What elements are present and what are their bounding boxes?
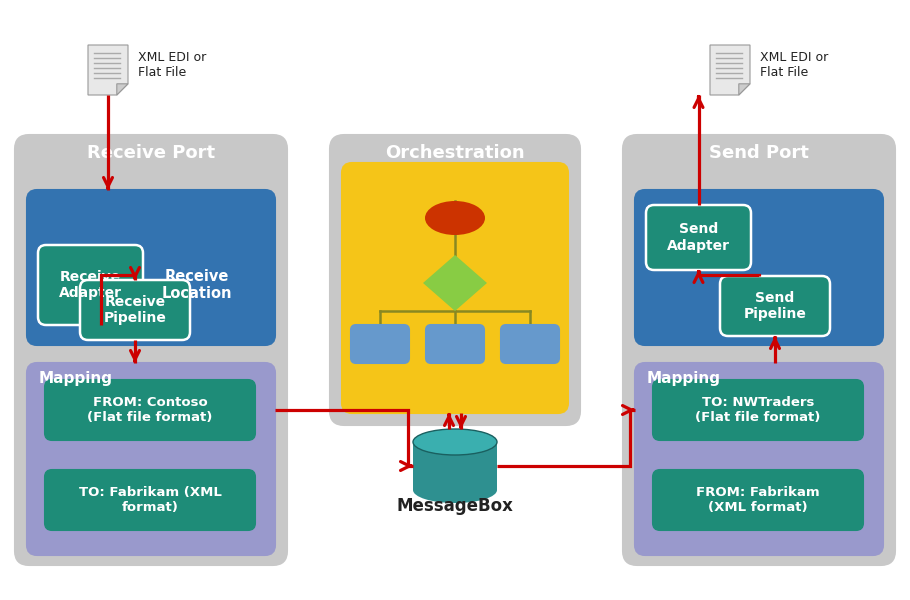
FancyBboxPatch shape [80,280,190,340]
Ellipse shape [413,477,497,503]
Polygon shape [423,255,487,311]
FancyBboxPatch shape [45,380,255,440]
Text: Receive
Location: Receive Location [162,269,232,301]
Polygon shape [413,442,497,490]
Polygon shape [116,84,128,95]
FancyBboxPatch shape [342,163,568,413]
Text: Receive
Adapter: Receive Adapter [59,270,122,300]
FancyBboxPatch shape [635,190,883,345]
Text: Mapping: Mapping [39,371,113,386]
Polygon shape [710,45,750,95]
Text: Receive Port: Receive Port [87,144,215,162]
FancyBboxPatch shape [623,135,895,565]
FancyBboxPatch shape [15,135,287,565]
Text: FROM: Contoso
(Flat file format): FROM: Contoso (Flat file format) [87,396,213,424]
Text: Orchestration: Orchestration [385,144,525,162]
FancyBboxPatch shape [720,276,830,336]
Ellipse shape [425,201,485,235]
FancyBboxPatch shape [330,135,580,425]
Text: MessageBox: MessageBox [397,497,513,515]
Text: Receive
Pipeline: Receive Pipeline [104,295,167,325]
FancyBboxPatch shape [501,325,559,363]
Text: TO: NWTraders
(Flat file format): TO: NWTraders (Flat file format) [695,396,821,424]
FancyBboxPatch shape [653,380,863,440]
Text: TO: Fabrikam (XML
format): TO: Fabrikam (XML format) [78,486,221,514]
Text: XML EDI or
Flat File: XML EDI or Flat File [138,51,207,79]
Polygon shape [88,45,128,95]
Polygon shape [739,84,750,95]
FancyBboxPatch shape [38,245,143,325]
FancyBboxPatch shape [635,363,883,555]
FancyBboxPatch shape [27,363,275,555]
FancyBboxPatch shape [351,325,409,363]
Text: FROM: Fabrikam
(XML format): FROM: Fabrikam (XML format) [696,486,820,514]
Ellipse shape [413,429,497,455]
Text: Mapping: Mapping [647,371,721,386]
Text: Send
Adapter: Send Adapter [667,223,730,253]
FancyBboxPatch shape [426,325,484,363]
FancyBboxPatch shape [45,470,255,530]
FancyBboxPatch shape [653,470,863,530]
Text: XML EDI or
Flat File: XML EDI or Flat File [760,51,828,79]
FancyBboxPatch shape [27,190,275,345]
Text: Send Port: Send Port [709,144,809,162]
Text: Send
Pipeline: Send Pipeline [743,291,806,321]
FancyBboxPatch shape [646,205,751,270]
